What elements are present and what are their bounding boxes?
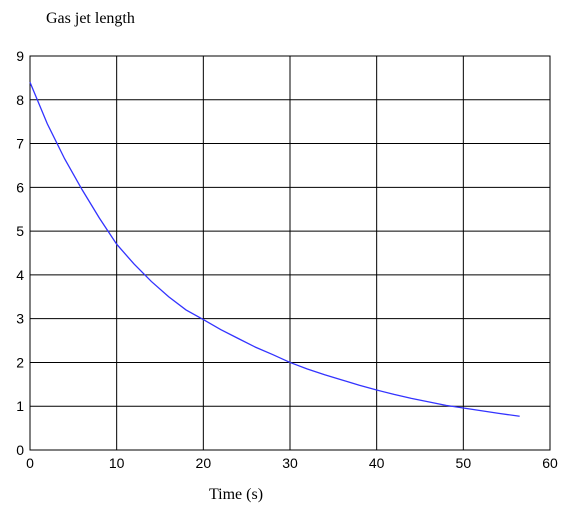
y-tick-label: 7: [16, 136, 24, 152]
chart-title: Gas jet length: [46, 10, 135, 27]
y-tick-label: 3: [16, 311, 24, 327]
data-series: [29, 82, 520, 417]
series-line: [29, 82, 520, 417]
y-tick-label: 4: [16, 267, 24, 283]
x-axis-label: Time (s): [209, 486, 263, 503]
y-tick-label: 8: [16, 92, 24, 108]
x-tick-label: 40: [369, 455, 385, 471]
x-tick-label: 20: [196, 455, 212, 471]
y-axis-ticks: 0 1 2 3 4 5 6 7 8 9: [16, 48, 24, 458]
x-tick-label: 50: [456, 455, 472, 471]
y-tick-label: 1: [16, 398, 24, 414]
y-tick-label: 0: [16, 442, 24, 458]
y-tick-label: 6: [16, 179, 24, 195]
x-tick-label: 60: [542, 455, 558, 471]
grid-lines: [30, 56, 550, 450]
x-tick-label: 30: [282, 455, 298, 471]
y-tick-label: 2: [16, 354, 24, 370]
x-tick-label: 0: [26, 455, 34, 471]
x-tick-label: 10: [109, 455, 125, 471]
y-tick-label: 9: [16, 48, 24, 64]
plot-area-frame: [29, 55, 551, 451]
y-tick-label: 5: [16, 223, 24, 239]
x-axis-ticks: 0 10 20 30 40 50 60: [26, 455, 558, 471]
